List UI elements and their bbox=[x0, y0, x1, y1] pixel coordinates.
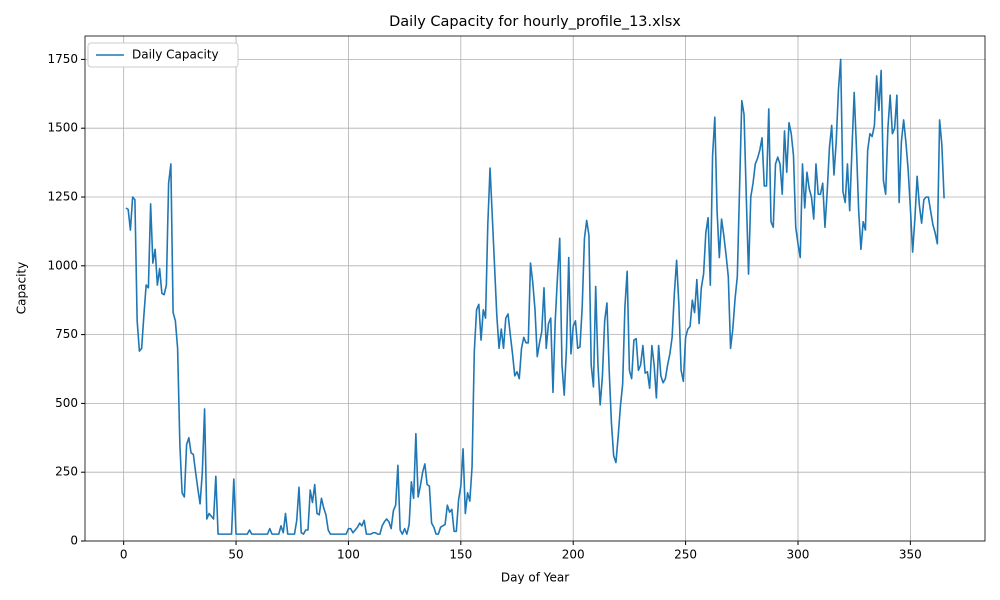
x-tick-label: 250 bbox=[674, 548, 697, 562]
y-tick-label: 1000 bbox=[47, 258, 78, 272]
y-tick-label: 1250 bbox=[47, 189, 78, 203]
x-tick-label: 100 bbox=[337, 548, 360, 562]
y-axis-label: Capacity bbox=[15, 262, 29, 314]
y-tick-label: 250 bbox=[55, 465, 78, 479]
y-tick-label: 1750 bbox=[47, 52, 78, 66]
x-axis-label: Day of Year bbox=[501, 571, 569, 585]
x-tick-label: 200 bbox=[562, 548, 585, 562]
x-tick-label: 0 bbox=[120, 548, 128, 562]
y-tick-label: 1500 bbox=[47, 121, 78, 135]
y-tick-label: 0 bbox=[70, 534, 78, 548]
y-tick-label: 500 bbox=[55, 396, 78, 410]
x-tick-label: 150 bbox=[449, 548, 472, 562]
chart-title: Daily Capacity for hourly_profile_13.xls… bbox=[389, 14, 681, 30]
x-tick-label: 50 bbox=[228, 548, 243, 562]
legend-box bbox=[87, 42, 239, 68]
plot-frame bbox=[84, 35, 986, 542]
legend-label: Daily Capacity bbox=[132, 48, 219, 62]
data-line bbox=[125, 58, 945, 535]
y-tick-label: 750 bbox=[55, 327, 78, 341]
x-tick-label: 300 bbox=[787, 548, 810, 562]
x-tick-label: 350 bbox=[899, 548, 922, 562]
